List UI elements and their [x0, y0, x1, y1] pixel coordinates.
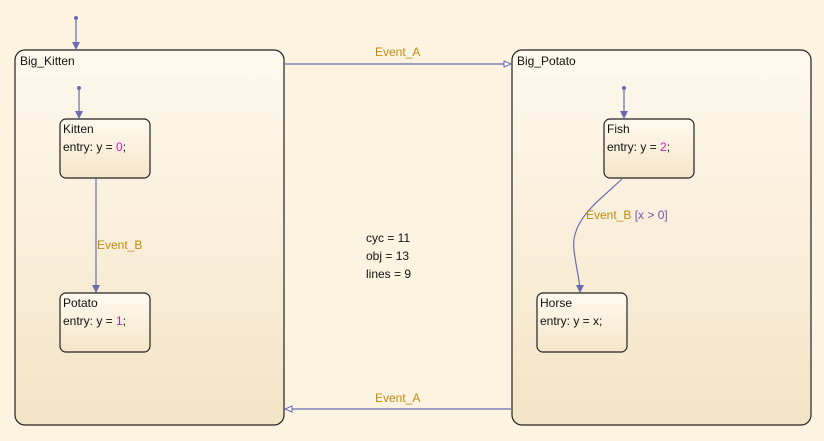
transition-big-kitten-to-big-potato[interactable]: Event_A	[285, 45, 511, 64]
state-horse-entry-action: entry: y = x;	[540, 314, 602, 328]
state-fish-entry-action: entry: y = 2;	[607, 140, 670, 154]
state-kitten-label: Kitten	[63, 122, 94, 136]
stat-cyc: cyc = 11	[366, 231, 410, 245]
state-potato-entry-action: entry: y = 1;	[63, 314, 126, 328]
transition-big-potato-to-big-kitten[interactable]: Event_A	[285, 391, 511, 409]
state-big-potato[interactable]: Big_Potato	[511, 49, 812, 426]
stat-lines: lines = 9	[366, 267, 411, 281]
chart-stats: cyc = 11 obj = 13 lines = 9	[366, 231, 411, 281]
state-potato[interactable]: Potato entry: y = 1;	[59, 292, 151, 353]
state-big-kitten-label: Big_Kitten	[20, 54, 75, 68]
state-horse[interactable]: Horse entry: y = x;	[536, 292, 628, 353]
state-fish-label: Fish	[607, 122, 630, 136]
transition-label-kitten-potato: Event_B	[97, 238, 142, 252]
transition-label-fish-horse: Event_B [x > 0]	[586, 208, 668, 222]
default-transition-fish[interactable]	[620, 86, 628, 119]
state-potato-label: Potato	[63, 296, 98, 310]
state-fish[interactable]: Fish entry: y = 2;	[603, 118, 695, 179]
transition-fish-to-horse[interactable]: Event_B [x > 0]	[573, 178, 668, 293]
state-kitten-entry-action: entry: y = 0;	[63, 140, 126, 154]
state-horse-label: Horse	[540, 296, 572, 310]
transition-label-top: Event_A	[375, 45, 420, 59]
transition-label-bottom: Event_A	[375, 391, 420, 405]
state-big-kitten[interactable]: Big_Kitten	[14, 49, 285, 426]
default-transition-top[interactable]	[72, 16, 80, 50]
state-big-potato-label: Big_Potato	[517, 54, 576, 68]
default-transition-kitten[interactable]	[75, 86, 83, 119]
transition-kitten-to-potato[interactable]: Event_B	[92, 179, 142, 293]
stat-obj: obj = 13	[366, 249, 409, 263]
state-kitten[interactable]: Kitten entry: y = 0;	[59, 118, 151, 179]
